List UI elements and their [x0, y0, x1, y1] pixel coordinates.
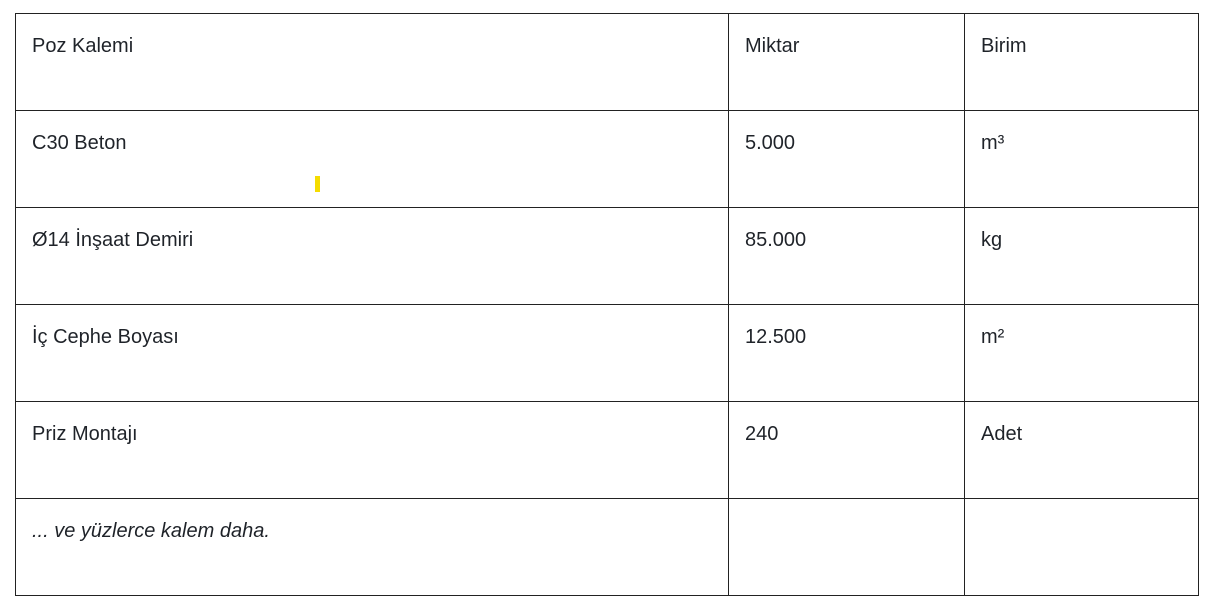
header-poz-kalemi: Poz Kalemi: [15, 13, 729, 111]
cell-item: Ø14 İnşaat Demiri: [15, 207, 729, 305]
table-row: İç Cephe Boyası 12.500 m²: [15, 304, 1199, 402]
cell-unit: m³: [964, 110, 1199, 208]
cell-unit: kg: [964, 207, 1199, 305]
cell-unit: Adet: [964, 401, 1199, 499]
cell-quantity: 85.000: [728, 207, 965, 305]
cell-unit: [964, 498, 1199, 596]
cell-quantity: 12.500: [728, 304, 965, 402]
cell-item: C30 Beton: [15, 110, 729, 208]
cell-unit: m²: [964, 304, 1199, 402]
table-row: Ø14 İnşaat Demiri 85.000 kg: [15, 207, 1199, 305]
cell-item: İç Cephe Boyası: [15, 304, 729, 402]
table-header-row: Poz Kalemi Miktar Birim: [15, 13, 1199, 111]
header-birim: Birim: [964, 13, 1199, 111]
cell-quantity: 5.000: [728, 110, 965, 208]
table-row: ... ve yüzlerce kalem daha.: [15, 498, 1199, 596]
header-miktar: Miktar: [728, 13, 965, 111]
table-row: Priz Montajı 240 Adet: [15, 401, 1199, 499]
cell-quantity: [728, 498, 965, 596]
text-cursor-marker: [315, 176, 320, 192]
cell-quantity: 240: [728, 401, 965, 499]
table-row: C30 Beton 5.000 m³: [15, 110, 1199, 208]
quantity-table: Poz Kalemi Miktar Birim C30 Beton 5.000 …: [15, 13, 1199, 596]
cell-item: Priz Montajı: [15, 401, 729, 499]
cell-item-more: ... ve yüzlerce kalem daha.: [15, 498, 729, 596]
